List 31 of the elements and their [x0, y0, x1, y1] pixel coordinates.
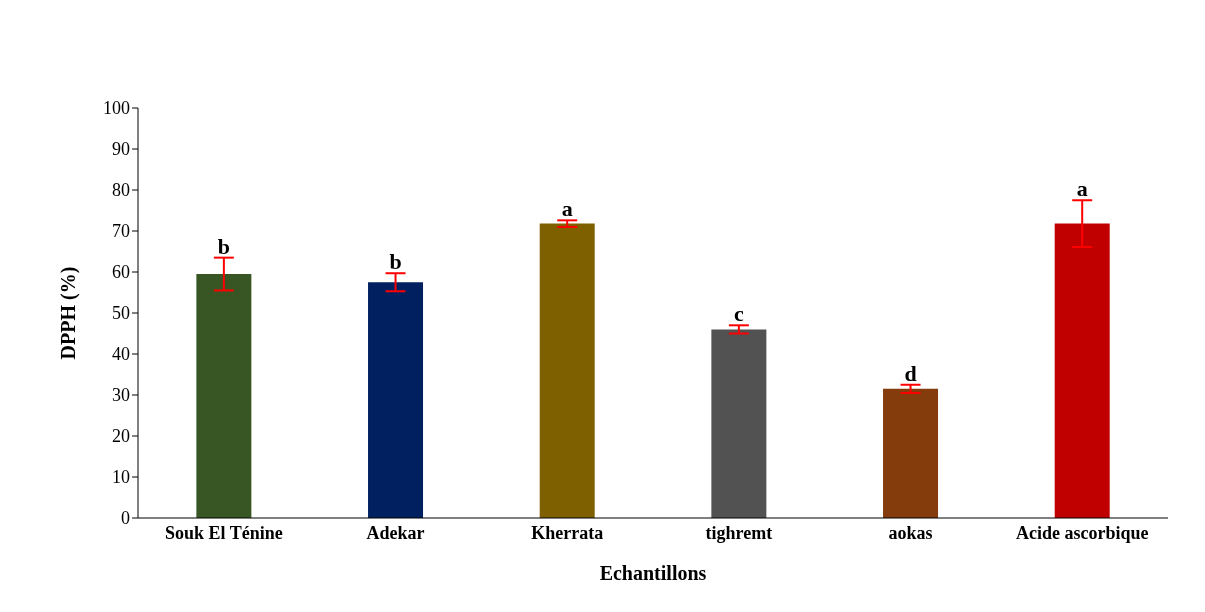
y-tick-label: 80	[112, 180, 130, 201]
y-tick-label: 100	[103, 98, 130, 119]
y-tick-label: 40	[112, 344, 130, 365]
annotation: b	[217, 233, 230, 259]
annotation: a	[1076, 176, 1088, 202]
annotation: b	[389, 249, 402, 275]
y-tick-label: 50	[112, 303, 130, 324]
annotation: c	[733, 301, 744, 327]
bar	[539, 223, 595, 518]
bar	[711, 329, 767, 518]
y-axis-title: DPPH (%)	[57, 266, 81, 360]
y-tick-label: 90	[112, 139, 130, 160]
y-tick-label: 10	[112, 467, 130, 488]
annotation: d	[904, 360, 917, 386]
bar	[368, 282, 424, 518]
x-tick-label: Souk El Ténine	[164, 522, 283, 543]
y-tick-label: 60	[112, 262, 130, 283]
x-tick-label: tighremt	[705, 522, 773, 543]
y-tick-label: 70	[112, 221, 130, 242]
bar	[1054, 223, 1110, 518]
y-tick-label: 30	[112, 385, 130, 406]
bar	[883, 388, 939, 518]
x-tick-label: aokas	[888, 522, 933, 543]
y-tick-label: 0	[121, 508, 130, 529]
x-tick-label: Acide ascorbique	[1015, 522, 1149, 543]
x-tick-label: Adekar	[366, 522, 425, 543]
bar	[196, 274, 252, 518]
x-axis-title: Echantillons	[599, 562, 707, 584]
annotation: a	[561, 196, 573, 222]
x-tick-label: Kherrata	[531, 522, 604, 543]
y-tick-label: 20	[112, 426, 130, 447]
